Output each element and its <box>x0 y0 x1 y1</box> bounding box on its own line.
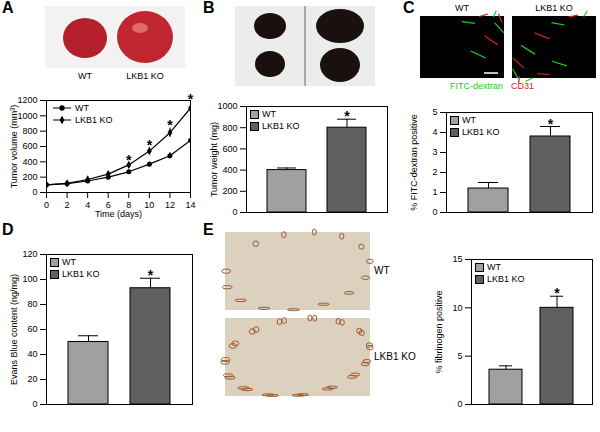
svg-text:Tumor volume (mm³): Tumor volume (mm³) <box>9 105 19 189</box>
svg-text:1200: 1200 <box>17 95 37 105</box>
svg-text:*: * <box>147 137 153 153</box>
html-text:LKB1 KO: LKB1 KO <box>75 115 113 125</box>
svg-text:600: 600 <box>222 144 237 154</box>
html-text:LKB1 KO: LKB1 KO <box>535 3 573 13</box>
svg-text:5: 5 <box>457 351 462 361</box>
svg-text:0: 0 <box>232 207 237 217</box>
html-text:A: A <box>2 0 14 16</box>
svg-text:Tumor weight (mg): Tumor weight (mg) <box>209 122 219 197</box>
svg-text:100: 100 <box>22 274 37 284</box>
html-text:LKB1 KO: LKB1 KO <box>374 351 416 362</box>
svg-text:Evans Blue content (ng/mg): Evans Blue content (ng/mg) <box>9 274 19 385</box>
html-text:E: E <box>203 221 214 238</box>
svg-text:400: 400 <box>22 157 37 167</box>
svg-text:600: 600 <box>22 141 37 151</box>
html-text:WT: WT <box>62 257 76 267</box>
svg-text:40: 40 <box>27 349 37 359</box>
svg-text:% FITC-dextran positive: % FITC-dextran positive <box>409 114 419 211</box>
svg-text:0: 0 <box>32 187 37 197</box>
html-text:LKB1 KO: LKB1 KO <box>262 121 300 131</box>
svg-text:1: 1 <box>432 187 437 197</box>
svg-text:2: 2 <box>65 200 70 210</box>
html-text:FITC-dextran: FITC-dextran <box>450 81 503 91</box>
svg-text:1000: 1000 <box>17 111 37 121</box>
svg-text:0: 0 <box>44 200 49 210</box>
svg-text:0: 0 <box>32 399 37 409</box>
svg-text:15: 15 <box>452 254 462 264</box>
svg-text:4: 4 <box>85 200 90 210</box>
html-text:D: D <box>2 221 14 238</box>
html-text:WT: WT <box>487 262 501 272</box>
html-text:LKB1 KO: LKB1 KO <box>62 269 100 279</box>
html-text:WT: WT <box>75 103 89 113</box>
html-text:WT: WT <box>262 109 276 119</box>
svg-text:200: 200 <box>222 186 237 196</box>
html-text:WT: WT <box>455 3 469 13</box>
svg-text:*: * <box>554 285 560 301</box>
svg-text:0: 0 <box>457 399 462 409</box>
svg-text:12: 12 <box>165 200 175 210</box>
svg-text:*: * <box>167 117 173 133</box>
svg-text:1000: 1000 <box>217 101 237 111</box>
svg-text:20: 20 <box>27 374 37 384</box>
svg-text:120: 120 <box>22 249 37 259</box>
svg-text:0: 0 <box>432 207 437 217</box>
html-text:LKB1 KO: LKB1 KO <box>462 127 500 137</box>
html-text:LKB1 KO: LKB1 KO <box>487 274 525 284</box>
svg-text:2: 2 <box>432 167 437 177</box>
svg-text:*: * <box>126 152 132 168</box>
html-text:B: B <box>203 0 215 16</box>
svg-text:80: 80 <box>27 299 37 309</box>
svg-text:*: * <box>548 116 554 132</box>
svg-text:10: 10 <box>452 303 462 313</box>
svg-text:% fibrinogen positive: % fibrinogen positive <box>434 290 444 373</box>
svg-text:6: 6 <box>105 199 111 210</box>
html-text:WT: WT <box>78 71 92 81</box>
svg-text:8: 8 <box>126 199 132 210</box>
svg-text:*: * <box>188 91 194 107</box>
svg-text:200: 200 <box>22 172 37 182</box>
svg-text:4: 4 <box>432 127 437 137</box>
svg-text:5: 5 <box>432 107 437 117</box>
svg-text:3: 3 <box>432 147 437 157</box>
svg-text:800: 800 <box>222 123 237 133</box>
svg-text:800: 800 <box>22 126 37 136</box>
svg-text:*: * <box>344 108 350 124</box>
html-text:CD31: CD31 <box>511 81 534 91</box>
html-text:LKB1 KO: LKB1 KO <box>126 71 164 81</box>
svg-text:14: 14 <box>185 200 195 210</box>
svg-text:10: 10 <box>144 200 154 210</box>
html-text:WT: WT <box>462 115 476 125</box>
svg-text:60: 60 <box>27 324 37 334</box>
svg-text:400: 400 <box>222 165 237 175</box>
svg-text:Time (days): Time (days) <box>95 209 142 219</box>
html-text:C: C <box>403 0 415 16</box>
html-text:WT: WT <box>374 265 390 276</box>
svg-text:*: * <box>148 267 154 283</box>
